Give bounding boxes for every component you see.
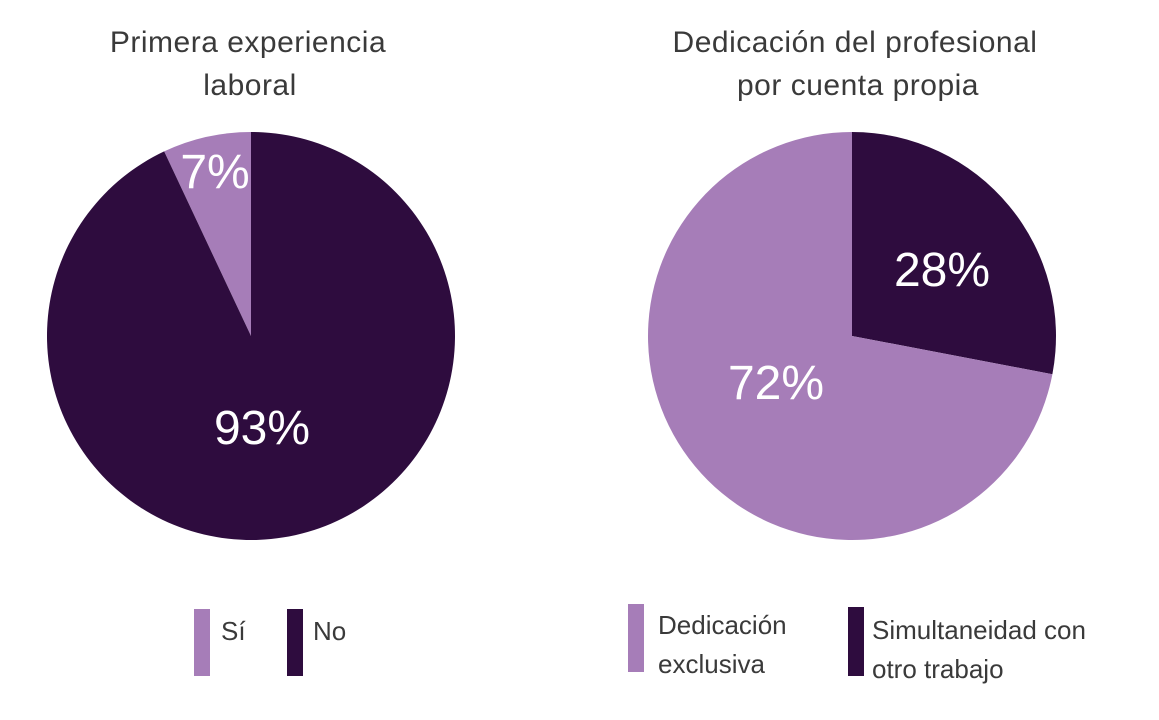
legend-swatch-si	[194, 609, 210, 676]
legend-label-simultaneidad-line1: Simultaneidad con	[872, 615, 1086, 645]
data-label-si: 7%	[180, 146, 249, 199]
pie-slice-simultaneidad	[852, 132, 1056, 375]
data-label-dedicacion-exclusiva: 72%	[728, 357, 824, 410]
legend-label-no: No	[313, 616, 346, 646]
legend-label-si: Sí	[221, 616, 246, 646]
pie-slice-dedicacion-exclusiva	[648, 132, 1053, 541]
legend-swatch-simultaneidad	[848, 607, 864, 676]
pie-slice-si	[164, 132, 251, 336]
chart2-title-line1: Dedicación del profesional	[673, 26, 1038, 59]
chart1-title-line2: laboral	[203, 69, 297, 102]
pie-slice-no	[46, 132, 455, 540]
chart1-title-line1: Primera experiencia	[110, 26, 386, 59]
chart2-title-line2: por cuenta propia	[737, 69, 979, 102]
legend-label-simultaneidad-line2: otro trabajo	[872, 654, 1004, 684]
legend-label-dedicacion-line1: Dedicación	[658, 610, 787, 640]
legend-swatch-dedicacion-exclusiva	[628, 604, 644, 672]
chart-primera-experiencia: Primera experiencia laboral 7% 93% Sí No	[46, 26, 455, 676]
legend-swatch-no	[287, 609, 303, 676]
legend-label-dedicacion-line2: exclusiva	[658, 649, 765, 679]
chart-dedicacion: Dedicación del profesional por cuenta pr…	[628, 26, 1086, 684]
data-label-no: 93%	[214, 402, 310, 455]
data-label-simultaneidad: 28%	[894, 244, 990, 297]
